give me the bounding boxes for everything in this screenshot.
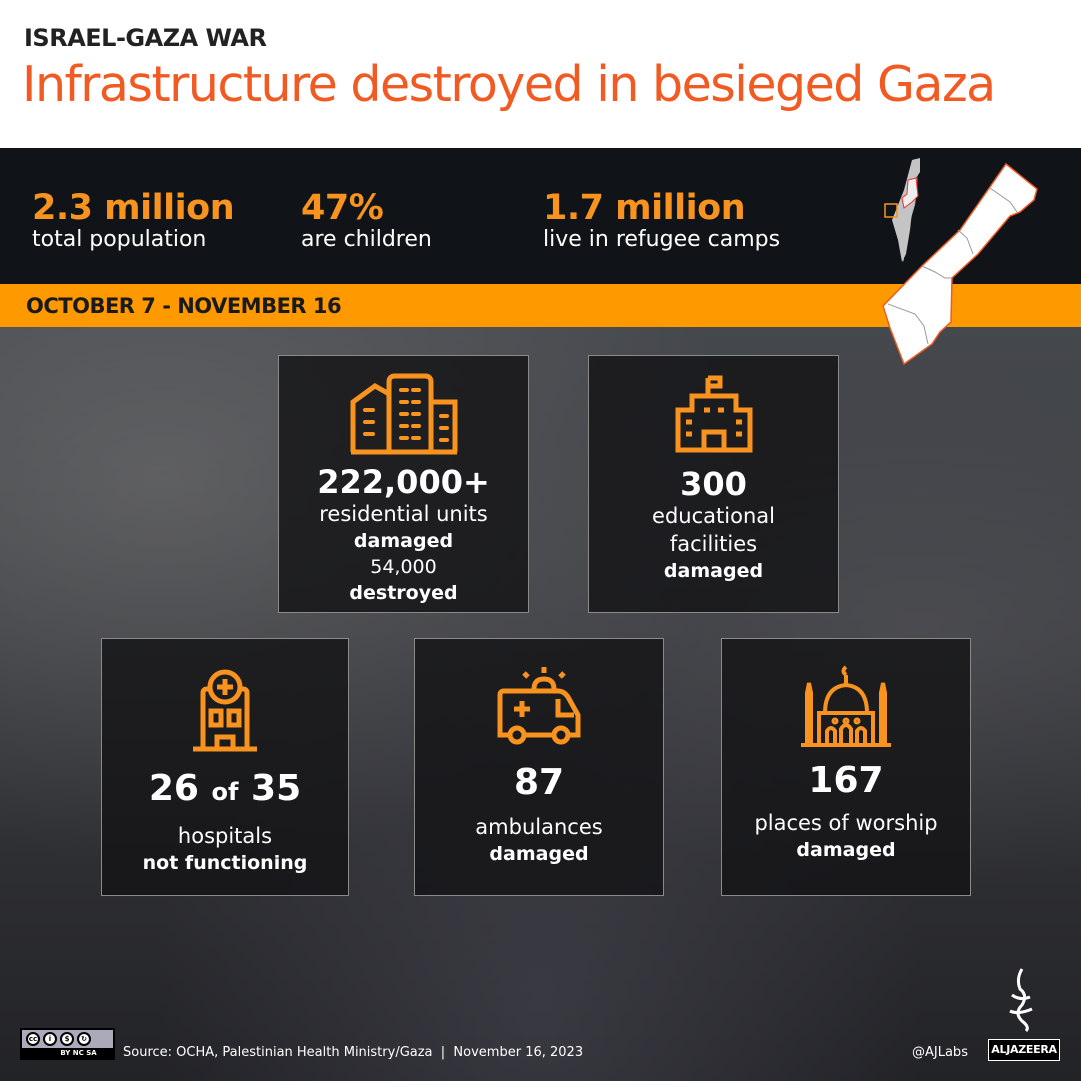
aljazeera-brand: ALJAZEERA — [988, 1039, 1060, 1061]
stat-population: 2.3 million total population — [32, 188, 235, 252]
hospitals-value: 26 of 35 — [148, 768, 302, 809]
ambulances-status: damaged — [489, 843, 589, 865]
card-hospitals: 26 of 35 hospitals not functioning — [101, 638, 349, 896]
locator-box — [884, 203, 898, 218]
creative-commons-license-icon: cc i $ ↻ BY NC SA — [20, 1028, 115, 1060]
buildings-icon — [350, 373, 457, 455]
education-label-1: educational — [652, 504, 775, 528]
residential-value: 222,000+ — [317, 463, 490, 501]
education-value: 300 — [680, 465, 747, 503]
gaza-strip-map — [882, 162, 1038, 366]
israel-map-icon — [892, 158, 920, 262]
destroyed-status: destroyed — [349, 582, 458, 604]
stat-refugees: 1.7 million live in refugee camps — [543, 188, 781, 252]
card-education: 300 educational facilities damaged — [588, 355, 839, 613]
source-text: Source: OCHA, Palestinian Health Ministr… — [123, 1045, 584, 1060]
hospitals-status: not functioning — [142, 852, 308, 874]
school-icon — [675, 375, 752, 453]
education-status: damaged — [663, 560, 764, 582]
card-worship: 167 places of worship damaged — [721, 638, 971, 896]
worship-label: places of worship — [754, 811, 938, 835]
hospital-icon — [193, 669, 257, 752]
worship-status: damaged — [796, 839, 896, 861]
aljazeera-logo-icon — [1009, 968, 1033, 1033]
ambulance-icon — [497, 667, 581, 745]
page-title: Infrastructure destroyed in besieged Gaz… — [22, 56, 996, 113]
gaza-map — [882, 158, 1038, 366]
ajlabs-handle: @AJLabs — [912, 1045, 968, 1060]
card-ambulances: 87 ambulances damaged — [414, 638, 664, 896]
stat-children: 47% are children — [301, 188, 432, 252]
footer: cc i $ ↻ BY NC SA Source: OCHA, Palestinian… — [0, 968, 1081, 1081]
hospitals-label: hospitals — [177, 824, 273, 848]
ambulances-value: 87 — [513, 762, 565, 803]
destroyed-value: 54,000 — [370, 556, 437, 578]
kicker: ISRAEL-GAZA WAR — [24, 24, 267, 52]
education-label-2: facilities — [669, 532, 758, 556]
ambulances-label: ambulances — [475, 815, 603, 839]
residential-label: residential units — [319, 502, 488, 526]
header: ISRAEL-GAZA WAR Infrastructure destroyed… — [0, 0, 1081, 148]
worship-value: 167 — [808, 760, 884, 801]
mosque-icon — [801, 665, 891, 747]
residential-status: damaged — [353, 530, 454, 552]
card-residential: 222,000+ residential units damaged 54,00… — [278, 355, 529, 613]
